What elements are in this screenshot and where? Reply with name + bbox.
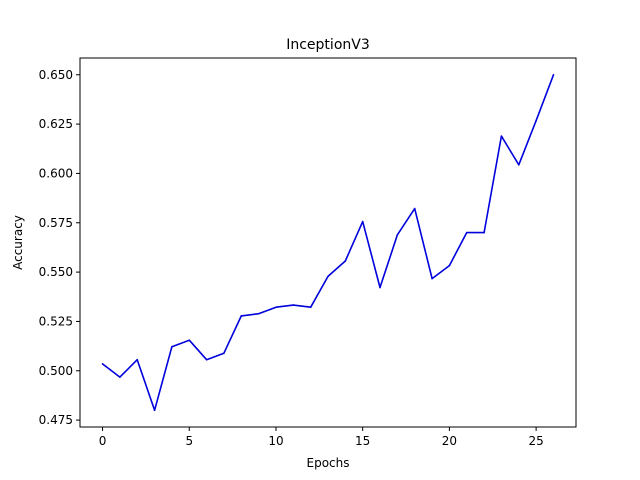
data-point [396, 234, 399, 236]
series-line-group [101, 73, 555, 412]
x-tick-label: 25 [528, 434, 543, 448]
data-point [240, 315, 243, 317]
y-tick-label: 0.650 [39, 68, 73, 82]
x-tick-label: 0 [99, 434, 107, 448]
y-tick-label: 0.575 [39, 216, 73, 230]
data-point [552, 73, 555, 76]
data-point [205, 358, 208, 361]
data-point [517, 163, 520, 166]
x-tick-label: 15 [355, 434, 370, 448]
data-point [119, 376, 121, 378]
x-axis-label: Epochs [307, 456, 350, 470]
y-tick-label: 0.525 [39, 314, 73, 328]
y-tick-label: 0.550 [39, 265, 73, 279]
y-axis-label: Accuracy [11, 215, 25, 270]
x-tick-label: 5 [185, 434, 193, 448]
data-point [257, 312, 260, 315]
series-line [102, 74, 555, 412]
data-point [465, 231, 468, 234]
data-point [413, 207, 416, 210]
x-axis: 0 5 10 15 20 25 [99, 427, 544, 448]
data-point [136, 358, 139, 361]
data-point [275, 306, 277, 309]
data-point [483, 231, 485, 234]
data-point [344, 260, 347, 262]
y-tick-label: 0.600 [39, 166, 73, 180]
chart-title: InceptionV3 [286, 37, 370, 53]
y-tick-label: 0.500 [39, 364, 73, 378]
x-tick-label: 20 [442, 434, 457, 448]
data-point [223, 352, 225, 355]
y-tick-label: 0.475 [39, 413, 73, 427]
data-point [500, 135, 503, 137]
data-point [431, 277, 433, 280]
data-point [535, 119, 537, 122]
data-point [101, 363, 104, 365]
data-point [361, 220, 364, 223]
data-point [327, 275, 329, 278]
data-point [153, 409, 156, 412]
data-point [188, 339, 191, 341]
x-tick-label: 10 [268, 434, 283, 448]
data-point [448, 264, 451, 267]
data-point [379, 286, 381, 289]
data-point [171, 345, 173, 348]
plot-frame [79, 57, 577, 428]
y-tick-label: 0.625 [39, 117, 73, 131]
data-point [309, 306, 312, 309]
data-point [292, 304, 295, 306]
y-axis: 0.475 0.500 0.525 0.550 0.575 0.600 0.625 0.650 [39, 68, 80, 427]
